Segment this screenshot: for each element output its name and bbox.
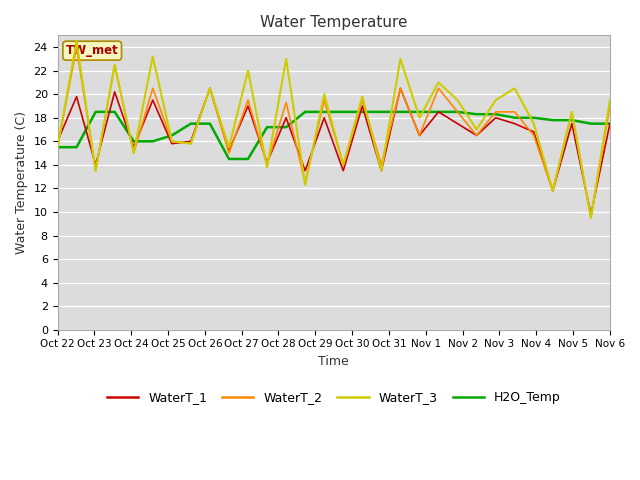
X-axis label: Time: Time (318, 355, 349, 368)
Text: TW_met: TW_met (66, 44, 118, 57)
Y-axis label: Water Temperature (C): Water Temperature (C) (15, 111, 28, 254)
Title: Water Temperature: Water Temperature (260, 15, 408, 30)
Legend: WaterT_1, WaterT_2, WaterT_3, H2O_Temp: WaterT_1, WaterT_2, WaterT_3, H2O_Temp (102, 386, 566, 409)
